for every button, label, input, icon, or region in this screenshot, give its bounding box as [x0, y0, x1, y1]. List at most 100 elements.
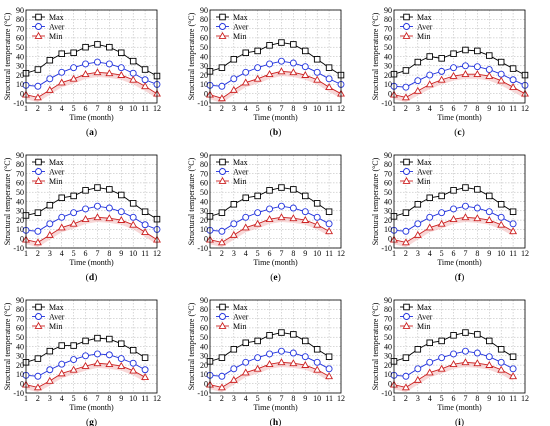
legend-marker-min — [218, 321, 227, 329]
data-point-aver — [450, 350, 457, 358]
data-point-max — [242, 49, 249, 57]
data-point-max — [129, 346, 137, 354]
x-tick-label: 2 — [36, 394, 40, 403]
x-tick-label: 3 — [416, 394, 420, 403]
data-point-max — [438, 55, 445, 62]
y-tick-label: 80 — [200, 305, 208, 314]
data-point-min — [485, 71, 494, 79]
y-tick-label: 60 — [384, 34, 392, 43]
panel-label: (f) — [455, 272, 465, 283]
data-point-min — [217, 94, 226, 102]
min-band — [394, 74, 525, 103]
y-tick-label: 60 — [200, 324, 208, 333]
data-point-max — [118, 340, 125, 347]
y-tick-label: 0 — [20, 235, 24, 244]
data-point-min — [313, 220, 322, 228]
data-point-min — [289, 214, 298, 222]
x-tick-label: 12 — [521, 249, 529, 258]
plot-frame — [209, 299, 342, 394]
plot-frame — [393, 154, 526, 249]
x-tick-label: 8 — [291, 394, 295, 403]
data-point-max — [118, 191, 125, 199]
data-point-min — [401, 238, 410, 246]
x-tick-label: 5 — [72, 394, 76, 403]
data-point-min — [57, 78, 66, 86]
data-point-max — [414, 346, 422, 353]
y-tick-label: 50 — [384, 188, 392, 197]
data-point-aver — [426, 213, 434, 221]
data-point-aver — [485, 353, 493, 361]
legend-marker-min — [34, 321, 43, 329]
plot-frame — [209, 154, 342, 249]
data-point-min — [425, 368, 434, 376]
x-tick-label: 1 — [24, 104, 28, 113]
x-tick-label: 5 — [256, 394, 260, 403]
data-point-min — [229, 85, 238, 93]
x-tick-label: 4 — [244, 394, 248, 403]
data-point-aver — [301, 208, 309, 216]
data-point-min — [437, 75, 446, 83]
panel-label: (b) — [270, 127, 282, 138]
x-tick-label: 4 — [60, 394, 64, 403]
x-axis-label: Time (month) — [253, 113, 298, 122]
y-tick-label: 20 — [200, 216, 208, 225]
data-point-max — [70, 342, 77, 349]
legend-marker-min — [402, 176, 411, 184]
legend-label-min: Min — [417, 177, 430, 186]
y-tick-label: 10 — [16, 225, 24, 234]
data-point-max — [218, 209, 226, 216]
data-point-min — [141, 373, 150, 381]
panel-d: 1 2 3 4 5 6 7 8 9 10 11 12-100102030405060708090Tim… — [3, 151, 161, 283]
data-point-min — [289, 359, 298, 367]
legend-marker-max — [403, 303, 410, 311]
y-axis-label: Structural temperature (°C) — [3, 157, 12, 245]
data-point-aver — [218, 227, 226, 235]
data-point-aver — [414, 365, 422, 373]
data-point-aver — [497, 358, 505, 366]
data-point-aver — [462, 62, 469, 70]
legend-label-min: Min — [233, 177, 246, 186]
y-tick-label: 20 — [384, 216, 392, 225]
y-tick-label: 20 — [384, 361, 392, 370]
x-tick-label: 3 — [416, 249, 420, 258]
data-point-max — [313, 56, 321, 63]
data-point-min — [265, 70, 274, 78]
data-point-max — [486, 52, 493, 59]
x-tick-label: 9 — [487, 249, 491, 258]
data-point-min — [81, 70, 90, 78]
data-point-aver — [117, 355, 125, 363]
data-point-max — [278, 39, 285, 46]
data-point-aver — [450, 64, 457, 72]
x-tick-label: 4 — [428, 249, 432, 258]
data-point-aver — [313, 358, 321, 366]
x-tick-label: 6 — [84, 104, 88, 113]
legend-label-min: Min — [49, 177, 62, 186]
data-point-max — [302, 192, 309, 200]
data-point-aver — [94, 58, 101, 66]
y-tick-label: -10 — [381, 99, 392, 108]
data-point-max — [141, 208, 149, 215]
y-tick-label: 90 — [384, 6, 392, 15]
y-tick-label: 80 — [16, 305, 24, 314]
data-point-min — [229, 230, 238, 238]
series-line-max — [25, 43, 158, 77]
y-tick-label: 10 — [200, 80, 208, 89]
x-tick-label: 1 — [392, 394, 396, 403]
data-point-max — [462, 329, 469, 336]
x-axis-label: Time (month) — [437, 403, 482, 412]
x-tick-label: 6 — [268, 394, 272, 403]
data-point-max — [118, 49, 125, 57]
x-tick-label: 1 — [392, 249, 396, 258]
x-tick-label: 4 — [244, 249, 248, 258]
y-tick-label: 30 — [200, 207, 208, 216]
legend-marker-aver — [219, 313, 226, 320]
x-tick-label: 9 — [487, 104, 491, 113]
y-tick-label: 40 — [16, 52, 24, 61]
data-point-max — [266, 187, 273, 194]
data-point-min — [81, 215, 90, 223]
data-point-min — [69, 365, 78, 373]
legend-marker-min — [34, 31, 43, 39]
x-tick-label: 10 — [313, 249, 321, 258]
legend-label-aver: Aver — [233, 312, 249, 321]
data-point-min — [45, 85, 54, 93]
